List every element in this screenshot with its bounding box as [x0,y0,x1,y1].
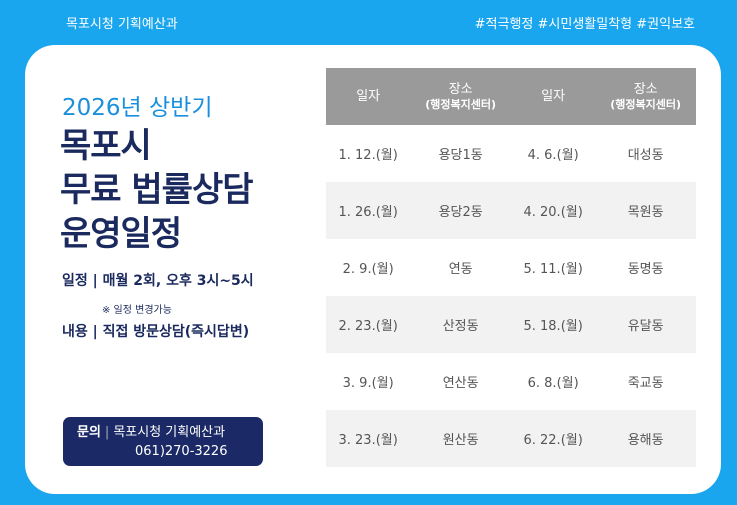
table-row: 1. 26.(월) 용당2동 4. 20.(월) 목원동 [326,182,696,239]
table-row: 1. 12.(월) 용당1동 4. 6.(월) 대성동 [326,125,696,182]
place-cell: 동명동 [627,262,664,277]
date-cell: 3. 9.(월) [342,376,394,391]
place-cell: 용당2동 [410,182,511,239]
schedule-info: 일정 | 매월 2회, 오후 3시~5시 [62,273,254,289]
date-cell: 6. 8.(월) [527,376,579,391]
date-cell: 3. 23.(월) [326,410,411,467]
contact-label: 문의 [77,425,101,440]
place-cell: 죽교동 [627,376,664,391]
contact-box: 문의 | 목포시청 기획예산과 061)270-3226 [63,417,263,466]
title-line: 목포시 [60,126,152,166]
title-line: 무료 법률상담 [60,170,254,210]
content-info: 내용 | 직접 방문상담(즉시답변) [62,324,250,340]
table-row: 3. 9.(월) 연산동 6. 8.(월) 죽교동 [326,353,696,410]
date-cell: 2. 9.(월) [342,262,394,277]
place-cell: 원산동 [410,410,511,467]
table-row: 2. 9.(월) 연동 5. 11.(월) 동명동 [326,239,696,296]
date-cell: 1. 12.(월) [338,148,398,163]
date-cell: 5. 11.(월) [523,262,583,277]
table-row: 3. 23.(월) 원산동 6. 22.(월) 용해동 [326,410,696,467]
date-cell: 6. 22.(월) [510,410,596,467]
date-cell: 4. 6.(월) [527,148,579,163]
place-cell: 유달동 [595,296,696,353]
page-title: 목포시 무료 법률상담 운영일정 [60,124,254,256]
place-cell: 산정동 [410,296,511,353]
table-row: 2. 23.(월) 산정동 5. 18.(월) 유달동 [326,296,696,353]
place-cell: 목원동 [595,182,696,239]
place-cell: 용해동 [595,410,696,467]
department-label: 목포시청 기획예산과 [66,17,178,32]
header-place: 장소 (행정복지센터) [595,68,696,125]
place-cell: 연동 [448,262,473,277]
change-note: ※ 일정 변경가능 [102,305,172,316]
contact-dept: 목포시청 기획예산과 [113,425,226,440]
separator: | [104,425,110,440]
hashtags: #적극행정 #시민생활밀착형 #권익보호 [474,17,695,32]
date-cell: 4. 20.(월) [510,182,596,239]
header-date: 일자 [326,68,411,125]
contact-phone: 061)270-3226 [135,444,228,459]
date-cell: 5. 18.(월) [510,296,596,353]
subtitle: 2026년 상반기 [62,95,213,121]
header-place: 장소 (행정복지센터) [410,68,511,125]
schedule-table: 일자 장소 (행정복지센터) 일자 장소 (행정복지센터) 1. 12.(월) 용당1… [326,68,696,467]
place-cell: 용당1동 [438,148,483,163]
date-cell: 2. 23.(월) [326,296,411,353]
date-cell: 1. 26.(월) [326,182,411,239]
place-cell: 연산동 [442,376,479,391]
title-line: 운영일정 [60,214,182,254]
header-date: 일자 [510,68,596,125]
place-cell: 대성동 [627,148,664,163]
